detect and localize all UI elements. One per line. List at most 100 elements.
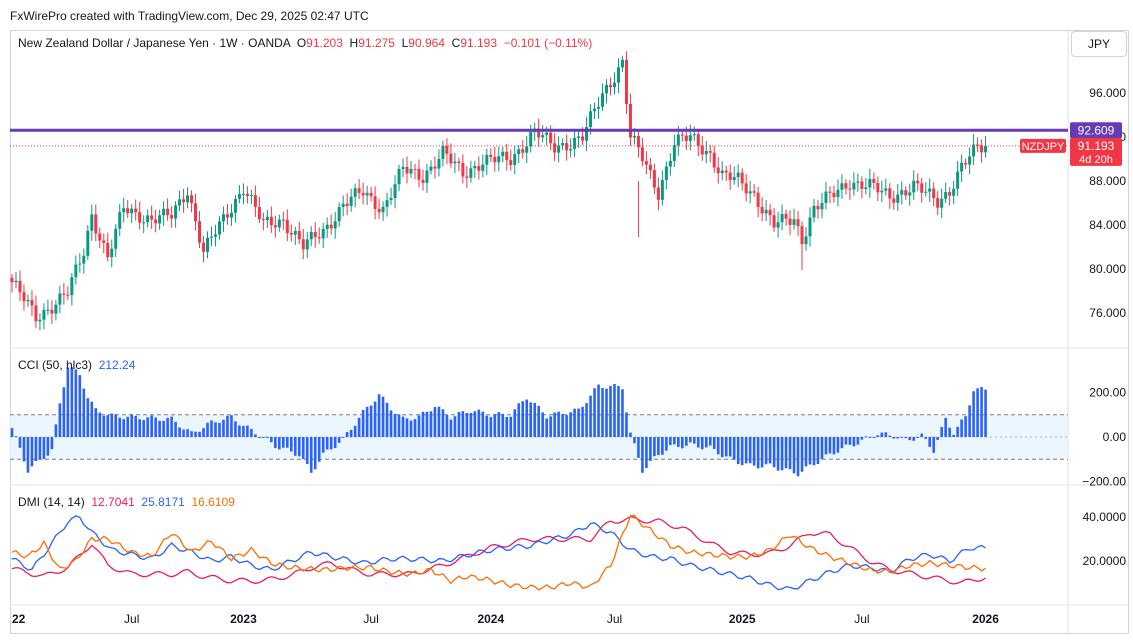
- cci-bar: [337, 437, 341, 443]
- cci-bar: [469, 412, 473, 437]
- candle-body: [776, 222, 780, 228]
- cci-bar: [712, 437, 716, 449]
- candle-body: [760, 207, 764, 214]
- candle-body: [940, 198, 944, 208]
- candle-body: [521, 149, 525, 153]
- candle-body: [601, 93, 605, 107]
- candle-body: [353, 188, 357, 197]
- time-tick-label: 2023: [230, 612, 257, 626]
- candle-body: [684, 135, 688, 141]
- cci-bar: [481, 411, 485, 437]
- candle-body: [836, 189, 840, 198]
- candle-body: [329, 224, 333, 229]
- candle-body: [365, 192, 369, 196]
- candle-body: [577, 136, 581, 138]
- adx-value: 16.6109: [191, 495, 235, 509]
- candle-body: [493, 156, 497, 163]
- candle-body: [58, 293, 62, 305]
- cci-bar: [461, 411, 465, 437]
- candle-body: [74, 264, 78, 278]
- candle-body: [138, 212, 142, 223]
- cci-bar: [118, 417, 122, 437]
- candle-body: [501, 151, 505, 157]
- cci-bar: [18, 437, 22, 448]
- candle-body: [441, 145, 445, 159]
- candle-body: [585, 127, 589, 141]
- candle-body: [409, 168, 413, 174]
- close-value: 91.193: [460, 36, 498, 50]
- candle-body: [549, 132, 553, 144]
- low-label: L: [401, 36, 409, 50]
- close-label: C: [451, 36, 461, 50]
- cci-bar: [425, 411, 429, 437]
- cci-bar: [653, 437, 656, 457]
- cci-bar: [198, 431, 201, 437]
- candle-body: [804, 236, 808, 245]
- currency-button[interactable]: JPY: [1071, 31, 1127, 57]
- cci-bar: [872, 437, 876, 438]
- cci-bar: [206, 422, 209, 437]
- candle-body: [94, 214, 98, 234]
- candle-body: [872, 178, 876, 183]
- time-tick-label: Jul: [363, 612, 378, 626]
- cci-bar: [661, 437, 664, 455]
- candle-body: [321, 228, 325, 239]
- price-tick-label: 84.000: [1089, 218, 1126, 232]
- cci-bar: [170, 416, 173, 437]
- chart-frame: [10, 30, 1129, 634]
- candle-body: [166, 208, 170, 216]
- cci-bar: [928, 437, 931, 447]
- cci-bar: [609, 385, 612, 437]
- cci-bar: [14, 436, 18, 438]
- cci-bar: [776, 437, 780, 471]
- cci-bar: [497, 412, 501, 437]
- cci-tick-label: 200.00: [1089, 386, 1126, 400]
- candle-body: [38, 319, 42, 322]
- cci-bar: [860, 437, 864, 440]
- cci-bar: [230, 415, 233, 437]
- cci-bar: [34, 437, 38, 461]
- cci-bar: [704, 437, 708, 448]
- candle-body: [66, 294, 70, 296]
- candle-body: [844, 183, 848, 189]
- candle-body: [916, 180, 920, 184]
- cci-bar: [720, 437, 724, 458]
- cci-bar: [573, 408, 576, 437]
- candle-body: [660, 180, 664, 200]
- candle-body: [908, 192, 912, 196]
- cci-bar: [952, 434, 955, 437]
- cci-bar: [301, 437, 305, 460]
- cci-bar: [226, 415, 229, 437]
- cci-bar: [58, 403, 62, 437]
- cci-bar: [561, 413, 564, 437]
- cci-legend[interactable]: CCI (50, hlc3) 212.24: [18, 358, 135, 372]
- cci-bar: [290, 437, 293, 452]
- candle-body: [784, 213, 788, 219]
- candle-body: [632, 136, 636, 138]
- level-price-tag: [1070, 122, 1122, 139]
- candle-body: [253, 195, 257, 207]
- candle-body: [736, 172, 740, 177]
- cci-bar: [972, 391, 975, 437]
- cci-bar: [10, 428, 14, 437]
- cci-bar: [836, 437, 840, 453]
- candle-body: [984, 145, 988, 153]
- candle-body: [740, 172, 744, 184]
- candle-body: [162, 208, 166, 216]
- cci-bar: [222, 419, 225, 437]
- candle-body: [960, 162, 964, 172]
- dmi-legend[interactable]: DMI (14, 14) 12.7041 25.8171 16.6109: [18, 495, 235, 509]
- candle-body: [34, 305, 38, 322]
- candle-body: [225, 214, 229, 218]
- cci-bar: [537, 405, 540, 437]
- cci-bar: [501, 413, 505, 437]
- candle-body: [126, 208, 130, 214]
- candle-body: [848, 188, 852, 190]
- candle-body: [369, 192, 373, 197]
- candle-body: [249, 195, 253, 197]
- cci-bar: [250, 428, 253, 437]
- cci-bar: [585, 403, 588, 437]
- credit-text: FxWirePro created with TradingView.com, …: [10, 9, 369, 23]
- candle-body: [856, 181, 860, 183]
